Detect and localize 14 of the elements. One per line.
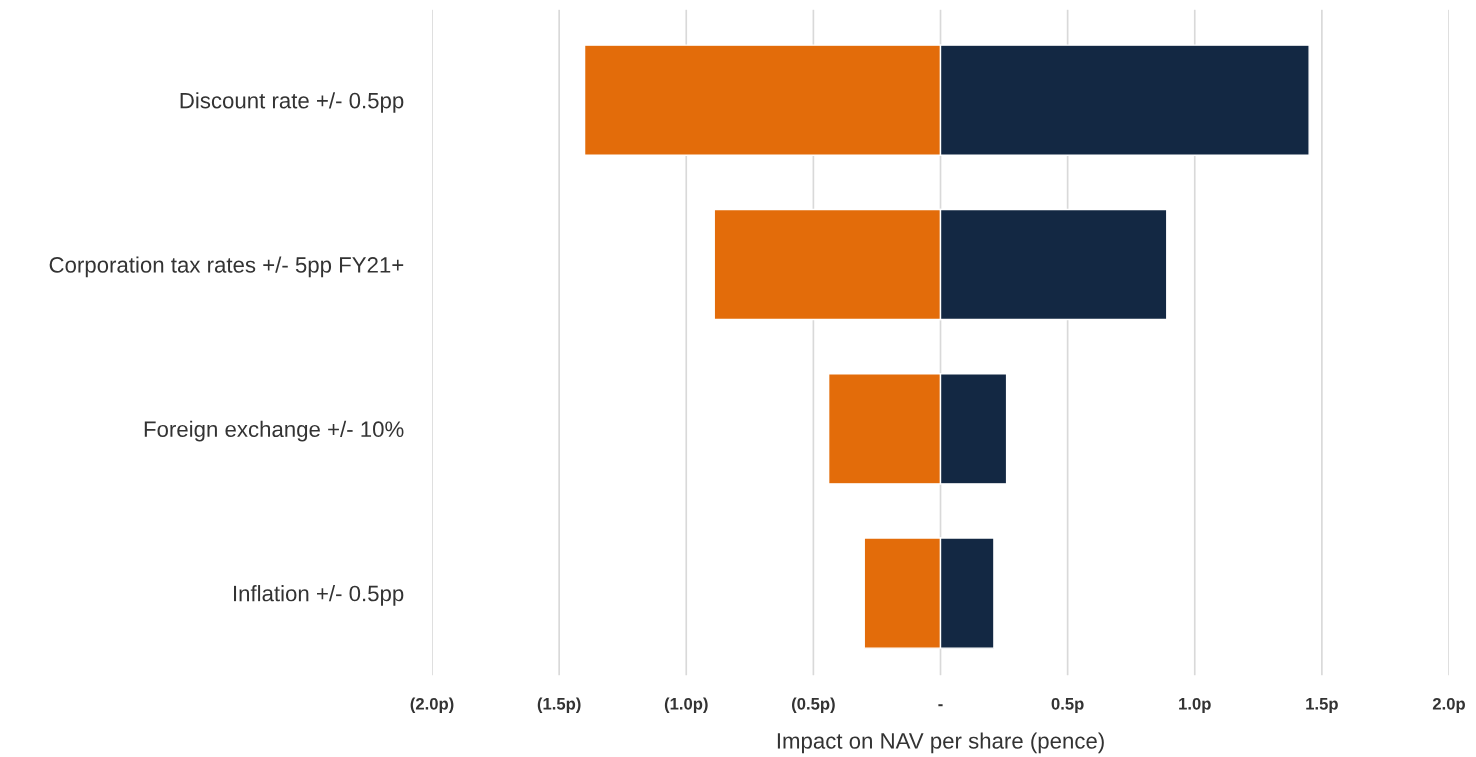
y-tick-label: Discount rate +/- 0.5pp — [180, 92, 404, 113]
x-axis-title: Impact on NAV per share (pence) — [777, 732, 1104, 754]
x-tick-label: 0.5p — [1051, 697, 1084, 713]
y-tick-label: Corporation tax rates +/- 5pp FY21+ — [49, 256, 404, 278]
x-tick-label: (0.5p) — [791, 697, 835, 713]
y-tick-label: Inflation +/- 0.5pp — [233, 585, 404, 606]
x-tick-label: (2.0p) — [410, 697, 454, 713]
x-tick-label: (1.0p) — [664, 697, 708, 713]
y-tick-label: Foreign exchange +/- 10% — [144, 420, 404, 442]
x-tick-label: 1.5p — [1306, 698, 1338, 713]
x-tick-label: - — [938, 704, 943, 707]
x-tick-label: (1.5p) — [537, 697, 581, 713]
x-tick-label: 2.0p — [1432, 697, 1465, 713]
x-tick-label: 1.0p — [1179, 697, 1211, 713]
